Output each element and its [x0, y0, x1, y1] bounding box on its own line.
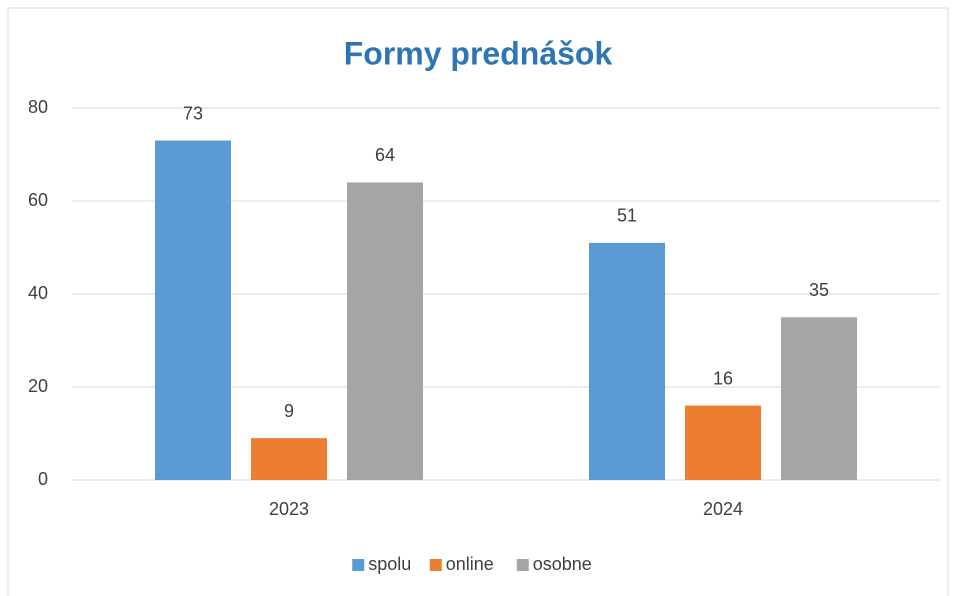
data-label: 64 — [375, 145, 395, 165]
bar — [251, 438, 327, 480]
x-tick-label: 2024 — [703, 499, 743, 519]
y-tick-label: 0 — [38, 469, 48, 489]
data-label: 73 — [183, 103, 203, 123]
legend-swatch — [352, 559, 365, 571]
y-tick-label: 80 — [28, 97, 48, 117]
bar — [685, 405, 761, 480]
bar — [347, 182, 423, 480]
legend-label: spolu — [368, 554, 411, 574]
legend-label: osobne — [533, 554, 592, 574]
y-tick-label: 20 — [28, 376, 48, 396]
bar — [155, 140, 231, 481]
data-label: 51 — [617, 206, 637, 226]
data-label: 16 — [713, 368, 733, 388]
chart-title: Formy prednášok — [344, 35, 613, 71]
y-tick-label: 40 — [28, 283, 48, 303]
legend-label: online — [446, 554, 494, 574]
x-tick-label: 2023 — [269, 499, 309, 519]
data-label: 9 — [284, 401, 294, 421]
bar — [781, 317, 857, 480]
data-label: 35 — [809, 280, 829, 300]
legend-swatch — [516, 559, 529, 571]
legend-swatch — [429, 559, 442, 571]
bar — [589, 242, 665, 480]
y-tick-label: 60 — [28, 190, 48, 210]
chart-frame — [7, 7, 949, 596]
